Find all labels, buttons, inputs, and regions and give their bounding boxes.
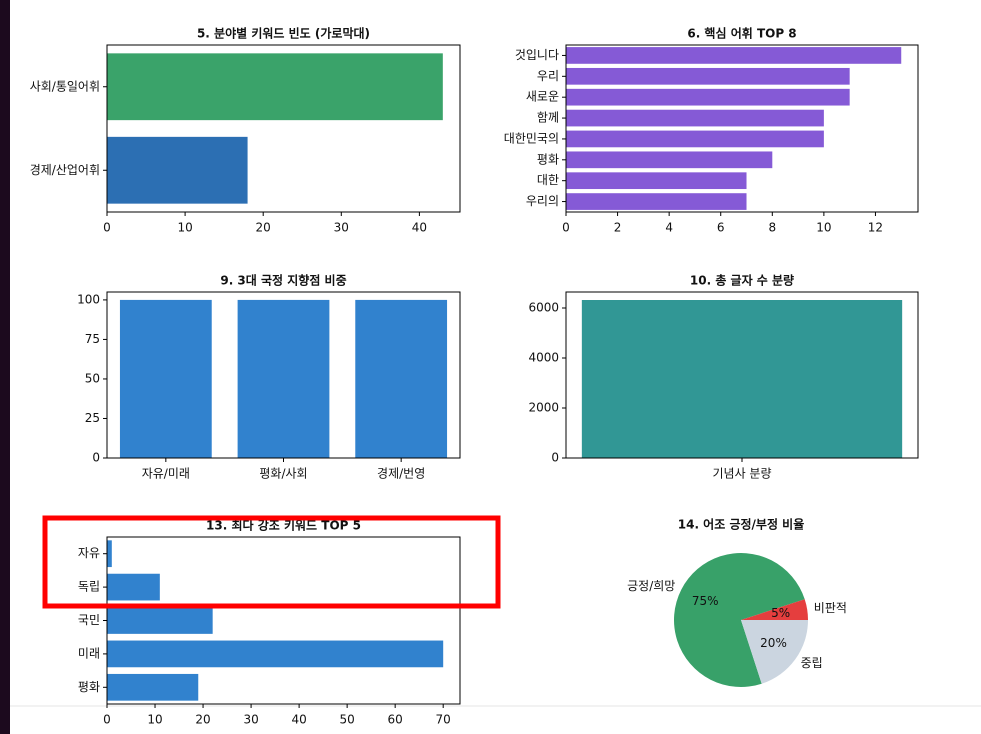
y-tick-label: 25 (85, 411, 100, 425)
x-tick-label: 기념사 분량 (712, 467, 771, 481)
pie-slice (673, 552, 805, 687)
chart-title: 6. 핵심 어휘 TOP 8 (687, 26, 796, 41)
axes-frame (565, 44, 919, 213)
bar (566, 47, 902, 64)
bar (107, 640, 444, 668)
y-tick-label: 미래 (78, 646, 100, 660)
y-tick-label: 100 (77, 292, 100, 306)
axes-frame (106, 291, 461, 459)
window-edge (0, 0, 10, 734)
x-tick-label: 4 (665, 221, 673, 235)
x-tick-label: 6 (717, 221, 725, 235)
value-label: 75% (692, 594, 719, 608)
x-tick-label: 0 (103, 713, 111, 727)
y-tick-label: 사회/통일어휘 (30, 79, 100, 93)
chart-title: 14. 어조 긍정/부정 비율 (678, 517, 805, 532)
y-tick-label: 것입니다 (515, 48, 559, 62)
bar (107, 607, 213, 634)
chart-title: 10. 총 글자 수 분량 (690, 273, 794, 288)
x-tick-label: 40 (412, 221, 427, 235)
x-tick-label: 평화/사회 (259, 467, 307, 481)
axes-frame (106, 536, 461, 705)
axes-frame (565, 291, 919, 459)
x-tick-label: 10 (177, 221, 192, 235)
y-tick-label: 평화 (78, 680, 100, 694)
y-tick-label: 2000 (528, 401, 559, 415)
y-tick-label: 6000 (528, 301, 559, 315)
axes-frame (106, 44, 461, 213)
bar (119, 299, 212, 458)
x-tick-label: 경제/번영 (377, 467, 425, 481)
x-tick-label: 20 (195, 713, 210, 727)
x-tick-label: 30 (334, 221, 349, 235)
bar (237, 299, 330, 458)
chart-title: 13. 최다 강조 키워드 TOP 5 (206, 518, 361, 533)
slice-label: 중립 (801, 656, 823, 670)
x-tick-label: 8 (768, 221, 776, 235)
x-tick-label: 40 (291, 713, 306, 727)
x-tick-label: 자유/미래 (142, 467, 190, 481)
slice-label: 비판적 (814, 601, 847, 615)
y-tick-label: 평화 (537, 152, 559, 166)
bar (566, 151, 773, 169)
pie-slice (741, 599, 808, 620)
value-label: 20% (760, 636, 787, 650)
bar (566, 109, 824, 127)
y-tick-label: 50 (85, 371, 100, 385)
highlight-box (42, 515, 501, 609)
y-tick-label: 우리의 (526, 194, 559, 208)
y-tick-label: 새로운 (526, 90, 559, 104)
pie-slice (741, 620, 808, 684)
y-tick-label: 함께 (537, 111, 559, 125)
x-tick-label: 10 (816, 221, 831, 235)
bar (355, 299, 448, 458)
x-tick-label: 70 (436, 713, 451, 727)
slice-label: 긍정/희망 (627, 579, 675, 593)
bar (107, 673, 199, 701)
y-tick-label: 국민 (78, 613, 100, 627)
bar (566, 88, 850, 106)
y-tick-label: 75 (85, 332, 100, 346)
x-tick-label: 30 (243, 713, 258, 727)
bar (566, 130, 824, 148)
bar (107, 136, 248, 204)
bar (566, 67, 850, 85)
bar (581, 300, 903, 458)
bar (107, 573, 160, 601)
y-tick-label: 우리 (537, 69, 559, 83)
x-tick-label: 60 (388, 713, 403, 727)
y-tick-label: 대한민국의 (504, 131, 559, 145)
bar (566, 193, 747, 210)
y-tick-label: 대한 (537, 173, 559, 187)
bar (566, 172, 747, 190)
y-tick-label: 자유 (78, 546, 100, 560)
y-tick-label: 0 (551, 451, 559, 465)
x-tick-label: 50 (339, 713, 354, 727)
x-tick-label: 20 (256, 221, 271, 235)
x-tick-label: 0 (103, 221, 111, 235)
y-tick-label: 경제/산업어휘 (30, 163, 100, 177)
y-tick-label: 4000 (528, 351, 559, 365)
x-tick-label: 2 (614, 221, 622, 235)
bar (107, 53, 443, 121)
x-tick-label: 10 (147, 713, 162, 727)
y-tick-label: 0 (92, 451, 100, 465)
value-label: 5% (771, 606, 790, 620)
x-tick-label: 12 (868, 221, 883, 235)
x-tick-label: 0 (562, 221, 570, 235)
chart-title: 9. 3대 국정 지향점 비중 (220, 273, 346, 288)
bar (107, 540, 112, 568)
chart-title: 5. 분야별 키워드 빈도 (가로막대) (197, 26, 370, 41)
y-tick-label: 독립 (78, 580, 100, 594)
